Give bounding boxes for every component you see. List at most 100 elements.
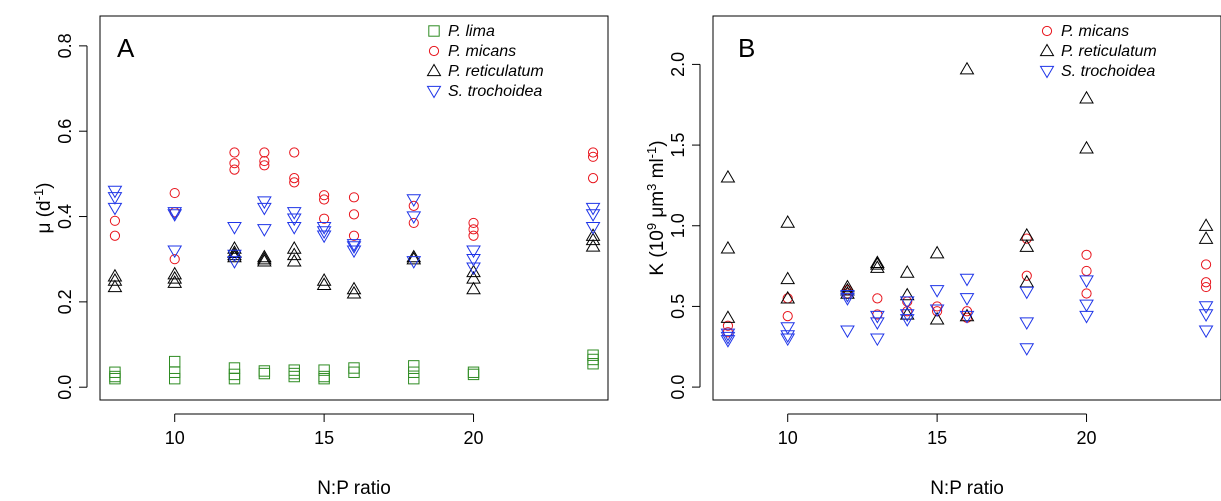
data-point [780, 290, 796, 304]
data-point [899, 296, 915, 310]
x-tick-label: 20 [464, 428, 484, 448]
data-point [585, 232, 601, 246]
series-p-reticulatum [107, 228, 601, 299]
data-point [107, 268, 123, 282]
data-point [288, 364, 300, 376]
data-point [722, 320, 734, 331]
data-point [869, 255, 885, 269]
data-point [780, 330, 796, 343]
series-p-micans [109, 147, 599, 265]
data-point [1198, 218, 1214, 231]
data-point [587, 353, 599, 366]
data-point [228, 372, 241, 385]
series-p-reticulatum [720, 61, 1214, 325]
data-point [229, 158, 240, 169]
data-point [256, 249, 272, 263]
x-axis-title-b: N:P ratio [930, 478, 1004, 499]
data-point [959, 308, 975, 322]
data-point [1079, 140, 1094, 154]
data-point [1019, 343, 1035, 356]
data-point [228, 362, 241, 374]
data-point [959, 273, 975, 287]
y-axis-title-a: μ (d-1) [31, 182, 55, 233]
data-point [256, 196, 272, 210]
data-point [167, 270, 183, 284]
data-point [286, 222, 302, 235]
data-point [899, 314, 915, 327]
data-point [167, 207, 183, 220]
data-point [1198, 301, 1214, 314]
panel-label-b: B [738, 33, 755, 63]
data-point [319, 194, 330, 205]
data-point [1021, 233, 1032, 244]
plot-frame-b [712, 15, 1221, 401]
data-point [107, 202, 123, 216]
data-point [780, 271, 796, 285]
y-tick-label: 0.2 [55, 289, 75, 314]
data-point [1200, 281, 1212, 293]
data-point [288, 370, 300, 383]
y-tick-label: 1.5 [668, 133, 688, 158]
y-tick-label: 0.5 [668, 294, 688, 319]
x-tick-label: 10 [165, 428, 185, 448]
data-point [286, 247, 302, 261]
data-point [256, 251, 272, 265]
data-point [720, 169, 736, 183]
data-point [585, 222, 601, 235]
data-point [256, 253, 272, 267]
data-point [348, 362, 360, 374]
data-point [587, 173, 599, 184]
data-point [167, 275, 183, 288]
y-axis-title-b: K (109 μm3 ml-1) [644, 140, 668, 275]
data-point [406, 211, 422, 225]
legend-marker-p-lima [428, 25, 440, 37]
data-point [1198, 309, 1214, 322]
data-point [408, 217, 419, 229]
data-point [316, 273, 332, 286]
data-point [289, 147, 300, 158]
data-point [167, 209, 183, 222]
data-point [959, 61, 975, 75]
data-point [466, 245, 481, 259]
data-point [466, 264, 481, 278]
x-axis-title-a: N:P ratio [317, 478, 391, 499]
data-point [348, 192, 360, 203]
data-point [1081, 265, 1092, 277]
data-point [259, 155, 270, 167]
legend-label-p-micans: P. micans [448, 43, 516, 60]
data-point [468, 230, 479, 241]
data-point [318, 364, 330, 376]
data-point [585, 202, 601, 216]
data-point [1021, 270, 1032, 281]
y-tick-label: 0.6 [55, 119, 75, 144]
data-point [720, 240, 736, 254]
y-title-b-sup3: -1 [644, 147, 659, 159]
data-point [899, 265, 915, 278]
legend-marker-s-trochoidea [426, 85, 442, 99]
data-point [289, 177, 300, 188]
legend-marker-p-micans [428, 45, 440, 57]
data-point [406, 251, 422, 265]
legend-b: P. micans P. reticulatum S. trochoidea [1039, 23, 1157, 80]
panel-a: A 10 15 20 0.0 0.2 0.4 0.6 0.8 P. lima P. micans… [31, 15, 609, 499]
data-point [468, 224, 479, 235]
y-title-b-sup1: 9 [644, 223, 659, 230]
legend-a: P. lima P. micans P. reticulatum S. trochoi… [426, 23, 544, 100]
data-point [348, 230, 360, 241]
data-point [869, 256, 885, 270]
data-point [289, 173, 300, 184]
data-point [840, 282, 855, 296]
y-title-b-sup2: 3 [644, 184, 659, 191]
data-point [109, 372, 121, 385]
data-point [1081, 288, 1092, 299]
data-point [840, 325, 855, 339]
data-point [286, 241, 302, 254]
data-point [902, 306, 913, 317]
data-point [840, 279, 855, 293]
data-point [1081, 249, 1092, 260]
data-point [780, 215, 796, 228]
data-point [1019, 317, 1035, 331]
data-point [780, 333, 796, 347]
legend-label-p-micans: P. micans [1061, 23, 1129, 40]
y-title-a-end: ) [34, 182, 55, 188]
